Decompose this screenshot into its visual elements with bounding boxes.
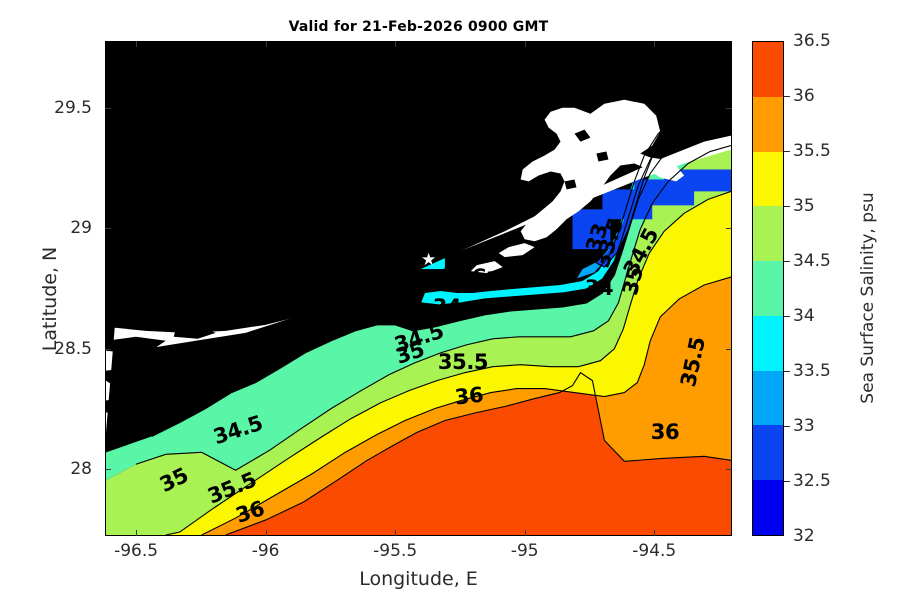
station-star-icon: ★: [421, 250, 437, 270]
colorbar-tick-mark: [784, 261, 790, 262]
bay-channel-detail: [470, 243, 535, 274]
colorbar-title: Sea Surface Salinity, psu: [858, 192, 878, 404]
bay-island-speck-3: [564, 179, 577, 190]
colorbar[interactable]: [752, 41, 784, 536]
colorbar-tick-label-2: 35.5: [793, 141, 831, 161]
colorbar-band-7: [753, 425, 783, 481]
colorbar-tick-label-4: 34.5: [793, 251, 831, 271]
colorbar-tick-label-1: 36: [793, 86, 815, 106]
colorbar-tick-label-0: 36.5: [793, 31, 831, 51]
colorbar-band-4: [753, 261, 783, 316]
x-tick-mark: [524, 41, 526, 47]
x-tick-mark: [265, 41, 267, 47]
y-axis-title: Latitude, N: [39, 246, 61, 352]
band-36-36.5: [106, 372, 731, 535]
colorbar-tick-label-6: 33.5: [793, 361, 831, 381]
bay-island-speck-1: [574, 129, 591, 142]
bay-island-speck-2: [596, 151, 609, 162]
y-tick-mark: [726, 108, 732, 110]
salinity-contour-map: [106, 42, 731, 535]
barrier-island-detail: [106, 279, 421, 413]
y-tick-mark: [726, 228, 732, 230]
map-axes[interactable]: [105, 41, 732, 536]
contour-34.5: [135, 145, 731, 471]
contour-35.5: [201, 276, 731, 535]
band-34-34.5: [106, 115, 731, 481]
x-tick-mark: [524, 530, 526, 536]
figure-title: Valid for 21-Feb-2026 0900 GMT: [288, 19, 549, 35]
band-35.5-36: [106, 277, 731, 535]
x-tick-label-0: -96.5: [114, 541, 159, 561]
x-tick-mark: [654, 530, 656, 536]
y-tick-label-2: 29: [70, 218, 92, 239]
colorbar-tick-label-5: 34: [793, 306, 815, 326]
contour-33.5: [420, 101, 731, 306]
colorbar-tick-mark: [784, 96, 790, 97]
x-tick-mark: [136, 530, 138, 536]
x-tick-mark: [136, 41, 138, 47]
galveston-bay: [520, 99, 685, 242]
colorbar-band-8: [753, 480, 783, 536]
x-tick-label-3: -95: [510, 541, 539, 561]
x-axis-title: Longitude, E: [359, 568, 478, 590]
x-tick-mark: [265, 530, 267, 536]
colorbar-band-1: [753, 96, 783, 152]
y-tick-label-3: 29.5: [54, 98, 92, 119]
y-tick-mark: [105, 468, 111, 470]
colorbar-tick-mark: [784, 316, 790, 317]
x-tick-label-2: -95.5: [373, 541, 418, 561]
colorbar-tick-label-3: 35: [793, 196, 815, 216]
colorbar-tick-mark: [784, 371, 790, 372]
band-35-35.5: [106, 191, 731, 535]
x-tick-label-1: -96: [251, 541, 280, 561]
colorbar-band-3: [753, 206, 783, 262]
contour-34: [151, 115, 731, 437]
colorbar-tick-label-8: 32.5: [793, 471, 831, 491]
colorbar-tick-label-7: 33: [793, 416, 815, 436]
contour-32.5: [596, 79, 731, 268]
y-tick-mark: [105, 348, 111, 350]
contour-lines: [135, 79, 731, 535]
x-tick-mark: [395, 530, 397, 536]
map-canvas: [106, 42, 731, 535]
y-tick-mark: [726, 348, 732, 350]
y-tick-mark: [726, 468, 732, 470]
colorbar-tick-label-9: 32: [793, 526, 815, 546]
contour-36: [225, 371, 731, 535]
colorbar-band-0: [753, 42, 783, 97]
station-label: s McCall: [424, 265, 512, 287]
contour-35: [165, 190, 731, 535]
colorbar-tick-mark: [784, 151, 790, 152]
y-tick-label-0: 28: [70, 458, 92, 479]
contour-33: [576, 87, 731, 280]
x-tick-mark: [654, 41, 656, 47]
colorbar-band-5: [753, 315, 783, 371]
y-tick-label-1: 28.5: [54, 338, 92, 359]
colorbar-tick-mark: [784, 481, 790, 482]
colorbar-tick-mark: [784, 426, 790, 427]
y-tick-mark: [105, 108, 111, 110]
colorbar-tick-mark: [784, 206, 790, 207]
colorbar-band-2: [753, 151, 783, 207]
x-tick-mark: [395, 41, 397, 47]
colorbar-band-6: [753, 370, 783, 426]
y-tick-mark: [105, 228, 111, 230]
x-tick-label-4: -94.5: [632, 541, 677, 561]
